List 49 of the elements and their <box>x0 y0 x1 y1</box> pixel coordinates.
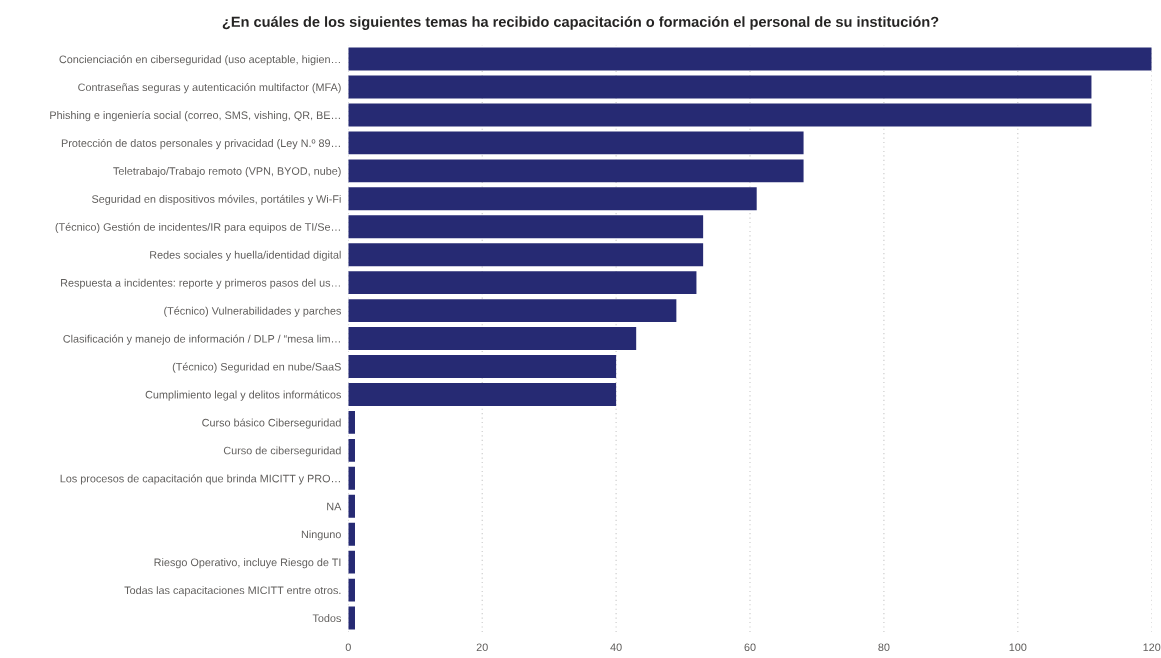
y-tick-label: (Técnico) Seguridad en nube/SaaS <box>172 362 341 373</box>
bar <box>348 355 617 378</box>
y-tick-label: Respuesta a incidentes: reporte y primeros pasos del us… <box>61 278 340 289</box>
bar <box>348 131 804 155</box>
y-tick-label: Cumplimiento legal y delitos informáticos <box>145 390 341 401</box>
y-tick-label: Ninguno <box>301 530 341 541</box>
bar <box>348 327 637 350</box>
y-tick-label: Redes sociales y huella/identidad digital <box>150 250 341 261</box>
y-tick-label: Concienciación en ciberseguridad (uso aceptable, higien… <box>59 55 340 66</box>
x-tick-label: 60 <box>744 643 756 652</box>
bar <box>348 382 617 406</box>
bar <box>348 299 677 323</box>
y-tick-label: Protección de datos personales y privacidad (Ley N.º 89… <box>61 138 340 150</box>
y-tick-label: Curso básico Ciberseguridad <box>202 418 341 429</box>
bar <box>348 187 757 211</box>
y-tick-label: Phishing e ingeniería social (correo, SMS, vishing, QR, BE… <box>50 110 340 122</box>
bar <box>348 159 804 183</box>
bar <box>348 243 704 267</box>
bar <box>348 494 355 518</box>
bar <box>348 522 355 546</box>
y-tick-label: Teletrabajo/Trabajo remoto (VPN, BYOD, nube) <box>113 166 341 178</box>
bar <box>348 215 704 239</box>
bar <box>348 75 1092 99</box>
x-tick-label: 120 <box>1143 643 1161 652</box>
bar <box>348 271 697 295</box>
x-tick-label: 0 <box>345 643 351 652</box>
bar <box>348 47 1152 71</box>
y-tick-label: NA <box>327 502 342 511</box>
y-tick-label: Seguridad en dispositivos móviles, portátiles y Wi-Fi <box>92 194 341 206</box>
y-tick-label: Riesgo Operativo, incluye Riesgo de TI <box>154 558 341 569</box>
bar <box>348 410 355 434</box>
y-tick-label: (Técnico) Gestión de incidentes/IR para equipos de TI/Se… <box>55 222 340 233</box>
y-tick-label: Contraseñas seguras y autenticación multifactor (MFA) <box>78 83 341 94</box>
bar <box>348 578 355 602</box>
y-tick-label: (Técnico) Vulnerabilidades y parches <box>164 306 341 317</box>
x-tick-label: 100 <box>1009 643 1027 652</box>
y-tick-label: Todas las capacitaciones MICITT entre otros. <box>124 586 341 597</box>
chart-title: ¿En cuáles de los siguientes temas ha recibido capacitación o formación el personal de su institución? <box>222 16 939 30</box>
y-tick-label: Todos <box>312 614 341 623</box>
y-tick-label: Clasificación y manejo de información / DLP / “mesa lim… <box>63 334 340 345</box>
x-tick-label: 80 <box>878 643 890 652</box>
bar <box>348 438 355 462</box>
bar <box>348 466 355 490</box>
x-tick-label: 40 <box>610 643 622 652</box>
bar <box>348 103 1092 127</box>
x-tick-label: 20 <box>476 643 488 652</box>
bar <box>348 550 355 574</box>
y-tick-label: Curso de ciberseguridad <box>223 446 341 457</box>
y-tick-label: Los procesos de capacitación que brinda MICITT y PRO… <box>60 474 340 485</box>
